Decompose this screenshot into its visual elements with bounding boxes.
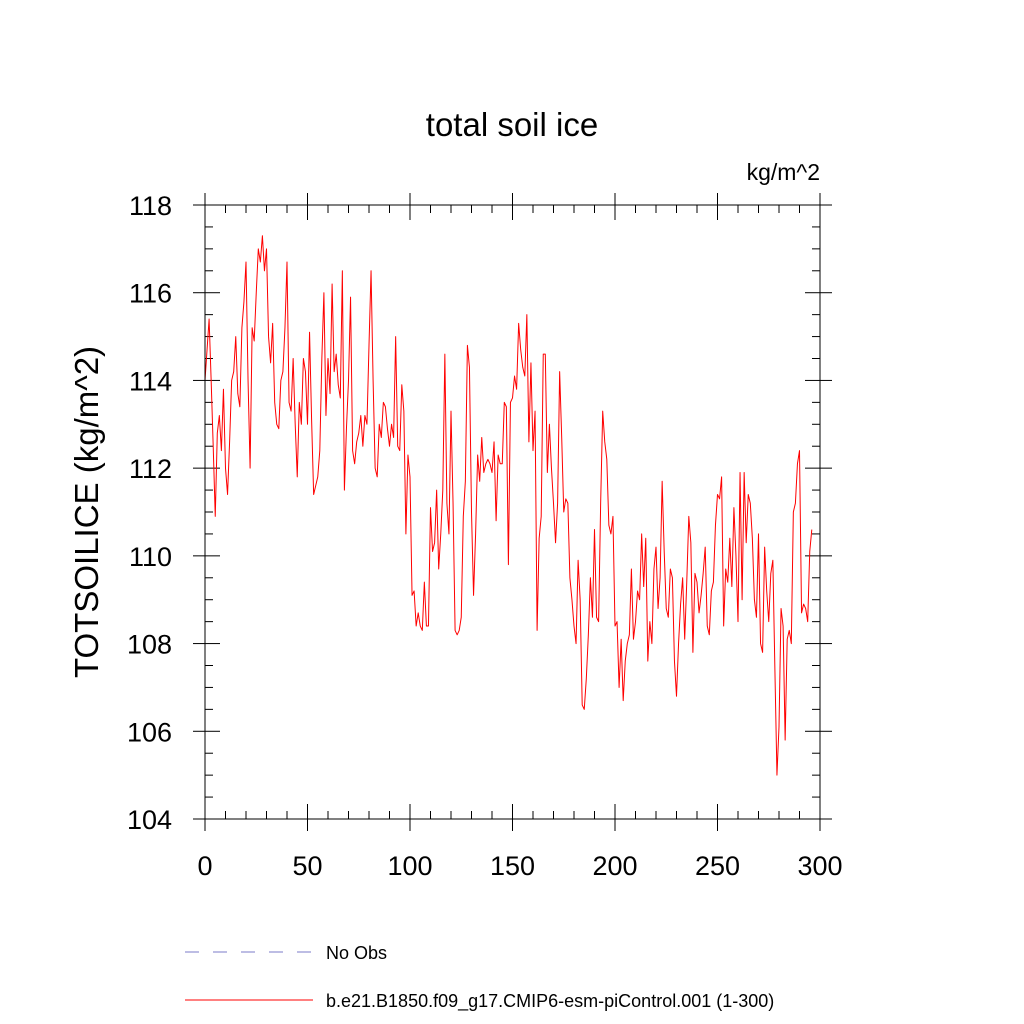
y-tick-label: 110 bbox=[129, 542, 172, 572]
y-tick-label: 116 bbox=[129, 279, 172, 309]
legend: No Obs b.e21.B1850.f09_g17.CMIP6-esm-piC… bbox=[185, 943, 774, 1012]
y-tick-label: 114 bbox=[129, 366, 172, 396]
plot-frame bbox=[204, 204, 821, 820]
legend-label-no-obs: No Obs bbox=[326, 943, 387, 963]
x-tick-label: 200 bbox=[592, 851, 637, 881]
x-tick-label: 300 bbox=[797, 851, 842, 881]
y-tick-label: 112 bbox=[129, 454, 172, 484]
x-tick-label: 0 bbox=[197, 851, 212, 881]
plot-area bbox=[204, 235, 813, 776]
legend-label-model: b.e21.B1850.f09_g17.CMIP6-esm-piControl.… bbox=[326, 991, 774, 1012]
x-tick-label: 50 bbox=[292, 851, 322, 881]
tick-labels: 0 50 100 150 200 250 300 104 106 108 110 112 114 116 1… bbox=[127, 191, 843, 881]
y-tick-label: 104 bbox=[127, 805, 172, 835]
series-line-model bbox=[204, 235, 813, 776]
y-tick-label: 108 bbox=[127, 630, 172, 660]
y-tick-label: 118 bbox=[129, 191, 172, 221]
axis-ticks bbox=[193, 193, 832, 831]
chart-title: total soil ice bbox=[426, 106, 598, 143]
units-label: kg/m^2 bbox=[747, 159, 820, 185]
y-axis-label: TOTSOILICE (kg/m^2) bbox=[68, 346, 105, 678]
y-tick-label: 106 bbox=[127, 717, 172, 747]
x-tick-label: 150 bbox=[490, 851, 535, 881]
x-tick-label: 100 bbox=[387, 851, 432, 881]
x-tick-label: 250 bbox=[695, 851, 740, 881]
